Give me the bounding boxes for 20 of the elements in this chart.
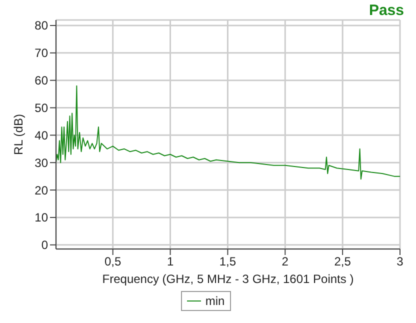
x-tick-label: 2: [282, 254, 289, 269]
y-tick-label: 10: [34, 210, 48, 225]
y-tick-label: 80: [34, 18, 48, 33]
y-tick-label: 0: [41, 238, 48, 252]
y-tick-label: 30: [34, 156, 48, 170]
y-axis-title: RL (dB): [11, 114, 26, 155]
x-tick-label: 3: [396, 254, 404, 269]
y-tick-label: 50: [34, 101, 48, 116]
chart-title: Pass: [368, 2, 404, 19]
y-tick-label: 60: [34, 74, 48, 88]
x-axis-title: Frequency (GHz, 5 MHz - 3 GHz, 1601 Points ): [102, 272, 354, 286]
legend-label: min: [205, 294, 225, 308]
x-tick-label: 0,5: [104, 254, 122, 269]
x-tick-label: 1,5: [219, 254, 236, 269]
line-series: [56, 85, 400, 180]
x-tick-label: 1: [166, 254, 174, 269]
y-tick-label: 20: [34, 183, 48, 198]
y-tick-label: 40: [34, 128, 48, 142]
y-tick-label: 70: [34, 46, 48, 60]
x-tick-label: 2,5: [334, 254, 352, 269]
